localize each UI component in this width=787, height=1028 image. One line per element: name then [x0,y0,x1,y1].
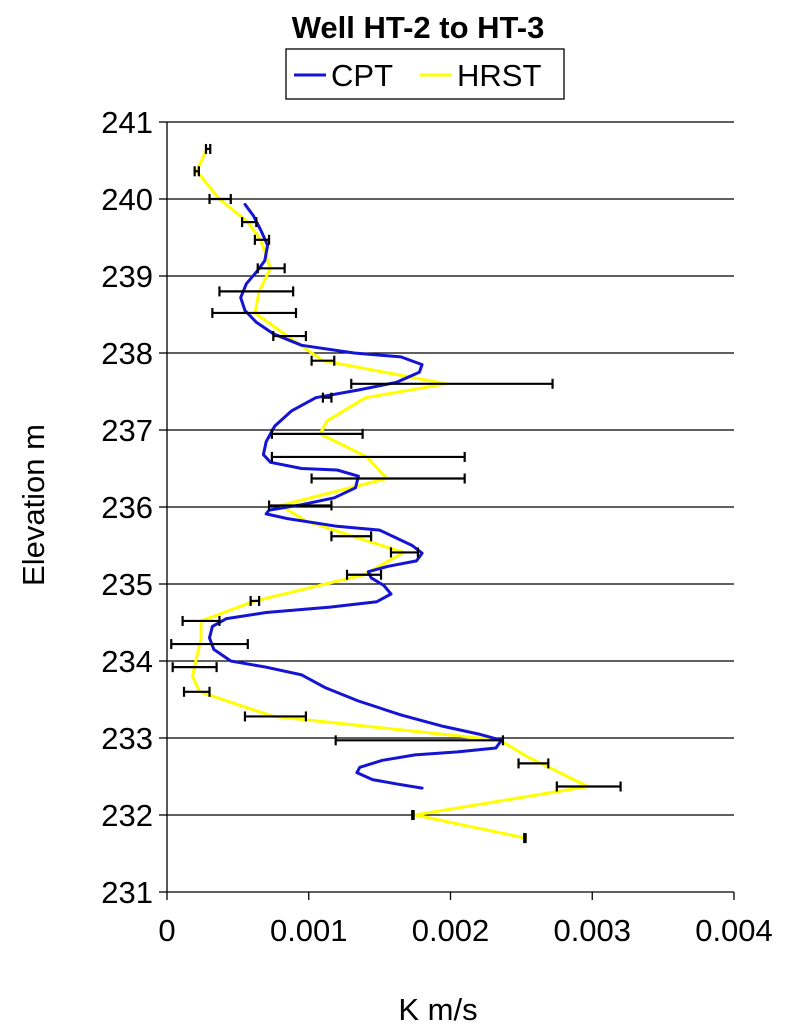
error-bar [171,662,218,673]
error-bar [181,615,221,626]
error-bar [310,473,466,484]
x-tick-label-0.002: 0.002 [412,913,490,948]
error-bar [204,143,212,154]
y-axis-ticks: 231 232 233 234 235 236 237 238 239 240 241 [101,105,167,910]
error-bar [330,531,373,542]
error-bar [193,166,200,177]
error-bar [411,810,415,820]
y-tick-label-233: 233 [101,721,153,756]
y-tick-label-236: 236 [101,490,153,525]
chart-title: Well HT-2 to HT-3 [292,10,545,45]
y-tick-label-237: 237 [101,413,153,448]
gridlines [166,121,734,893]
y-tick-label-239: 239 [101,259,153,294]
error-bar [218,286,295,297]
error-bar [182,686,211,697]
error-bar [389,547,419,558]
y-tick-label-235: 235 [101,567,153,602]
y-tick-label-241: 241 [101,105,153,140]
error-bar [253,234,271,245]
x-tick-label-0.001: 0.001 [270,913,348,948]
error-bar [243,711,308,722]
x-tick-label-0: 0 [158,913,175,948]
error-bar [267,500,333,511]
error-bar [170,639,249,650]
y-tick-label-240: 240 [101,182,153,217]
y-axis-label: Elevation m [16,424,51,586]
error-bars [170,143,622,844]
error-bar [270,451,466,462]
y-tick-label-231: 231 [101,875,153,910]
error-bar [517,758,550,769]
y-tick-label-238: 238 [101,336,153,371]
series-line-cpt [208,202,503,790]
plot-series [191,147,590,840]
error-bar [350,378,554,389]
error-bar [249,595,261,606]
error-bar [334,735,505,746]
error-bar [256,263,286,274]
y-tick-label-232: 232 [101,798,153,833]
error-bar [555,781,622,792]
legend: CPT HRST [285,48,565,100]
error-bar [270,428,364,439]
error-bar [241,217,258,228]
series-line-hrst [191,147,590,840]
error-bar [272,331,308,342]
error-bar [321,392,333,403]
x-tick-label-0.003: 0.003 [553,913,631,948]
legend-label-cpt: CPT [331,58,393,93]
error-bar [310,355,336,366]
error-bar [523,833,527,844]
error-bar [211,307,298,318]
x-axis-label: K m/s [398,992,477,1027]
y-tick-label-234: 234 [101,644,153,679]
error-bar [208,194,232,204]
x-tick-label-0.004: 0.004 [695,913,773,948]
x-axis-ticks: 0 0.001 0.002 0.003 0.004 [158,892,773,948]
error-bar [345,569,383,580]
legend-label-hrst: HRST [457,58,541,93]
